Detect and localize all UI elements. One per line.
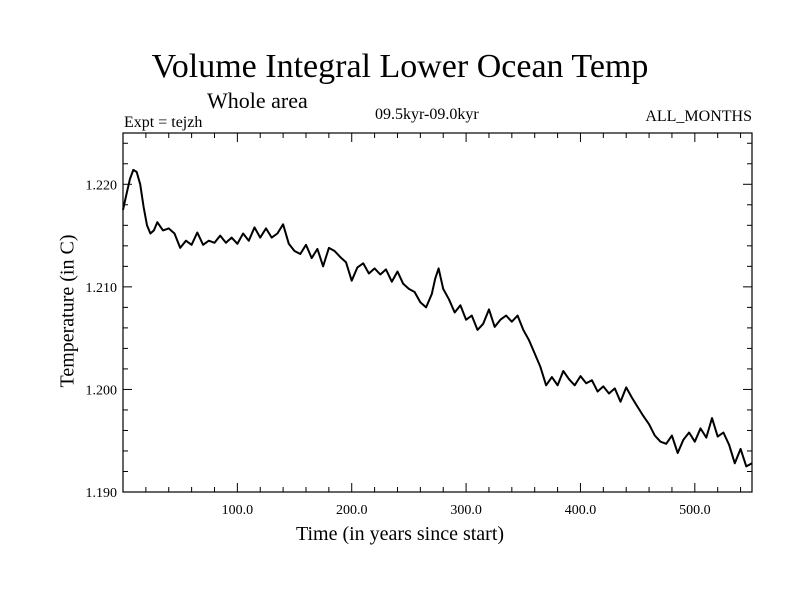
x-tick-label: 100.0 <box>222 503 254 518</box>
x-tick-label: 400.0 <box>565 503 597 518</box>
x-axis-label: Time (in years since start) <box>295 523 505 545</box>
x-tick-label: 200.0 <box>336 503 368 518</box>
chart-subtitle: Whole area <box>207 88 308 113</box>
months-label: ALL_MONTHS <box>645 108 752 125</box>
temperature-series-line <box>122 168 753 468</box>
y-tick-label: 1.220 <box>86 178 118 193</box>
period-label: 09.5kyr-09.0kyr <box>375 106 479 123</box>
x-tick-label: 300.0 <box>450 503 482 518</box>
chart-title: Volume Integral Lower Ocean Temp <box>151 48 649 85</box>
y-tick-label: 1.210 <box>86 281 118 296</box>
plot-frame <box>122 132 753 493</box>
axis-tick-labels: 100.0 200.0 300.0 400.0 500.0 1.190 1.200 1.210… <box>86 178 711 518</box>
experiment-label: Expt = tejzh <box>124 114 203 131</box>
y-tick-label: 1.200 <box>86 383 118 398</box>
x-tick-label: 500.0 <box>679 503 711 518</box>
y-tick-label: 1.190 <box>86 486 118 501</box>
